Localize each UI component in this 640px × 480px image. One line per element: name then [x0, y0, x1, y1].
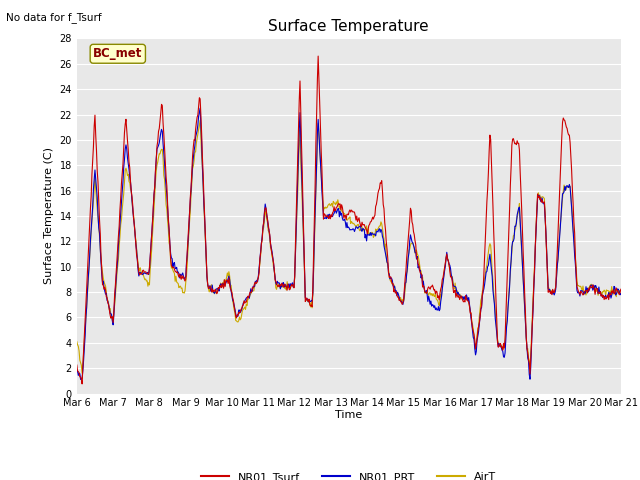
Title: Surface Temperature: Surface Temperature — [269, 20, 429, 35]
Y-axis label: Surface Temperature (C): Surface Temperature (C) — [44, 147, 54, 285]
X-axis label: Time: Time — [335, 410, 362, 420]
Text: No data for f_Tsurf: No data for f_Tsurf — [6, 12, 102, 23]
Text: BC_met: BC_met — [93, 47, 143, 60]
Legend: NR01_Tsurf, NR01_PRT, AirT: NR01_Tsurf, NR01_PRT, AirT — [197, 468, 500, 480]
